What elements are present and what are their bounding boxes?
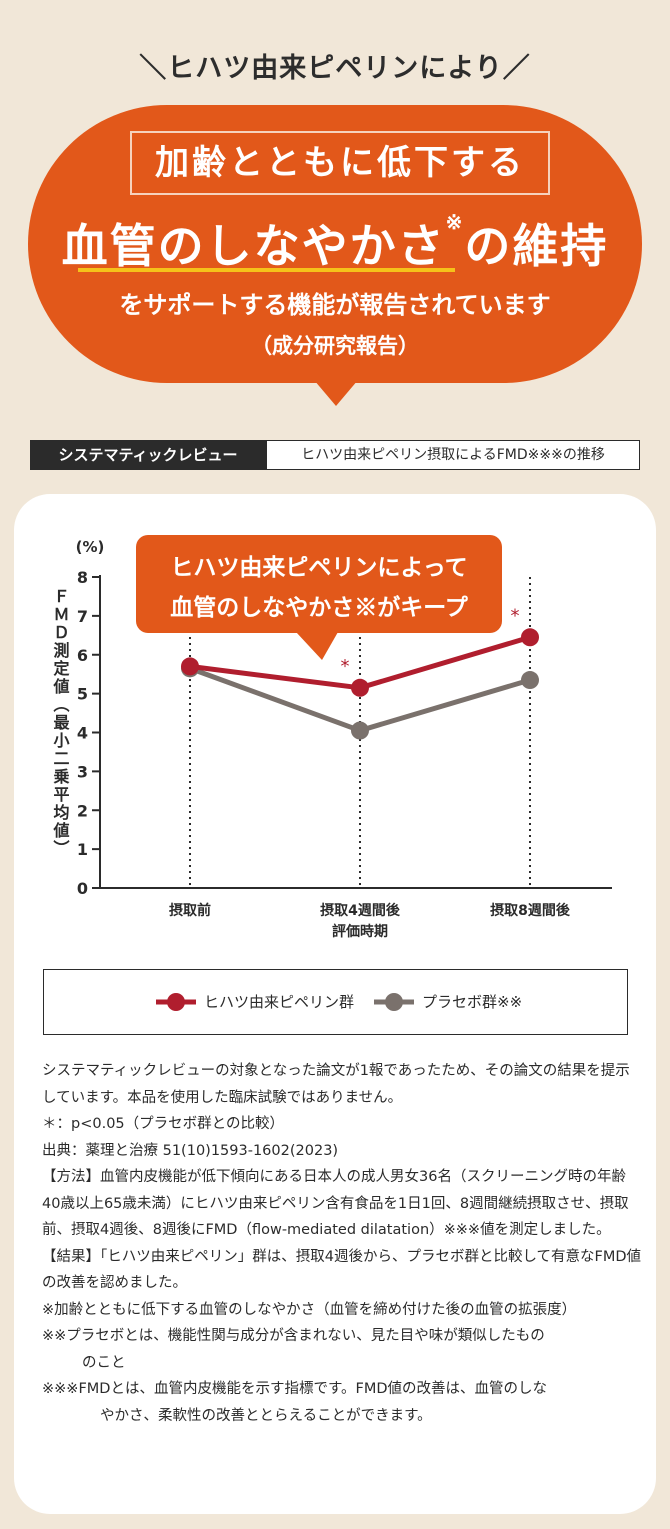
y-tick-label-7: 7	[77, 607, 88, 626]
x-tick-label-0: 摂取前	[169, 902, 211, 919]
x-tick-label-2: 摂取8週間後	[490, 902, 571, 919]
legend-marker-piperine	[156, 993, 196, 1011]
note-result: 【結果】「ヒハツ由来ピペリン」群は、摂取4週後から、プラセボ群と比較して有意なF…	[42, 1248, 642, 1292]
callout-tail	[296, 632, 338, 660]
callout-line-1: ヒハツ由来ピペリンによって	[170, 554, 467, 581]
x-tick-label-1: 摂取4週間後	[320, 902, 401, 919]
data-point-0-0	[181, 657, 199, 676]
y-tick-label-3: 3	[77, 762, 88, 781]
note-fmd-cont: やかさ、柔軟性の改善ととらえることができます。	[100, 1407, 432, 1424]
legend-label-placebo: プラセボ群※※	[422, 993, 523, 1011]
sub-headline: をサポートする機能が報告されています	[119, 291, 551, 319]
footnotes: システマティックレビューの対象となった論文が1報であったため、その論文の結果を提…	[42, 1058, 642, 1429]
big-headline: 血管のしなやかさ※の維持	[40, 210, 630, 276]
y-tick-label-4: 4	[77, 724, 88, 743]
note-method: 【方法】血管内皮機能が低下傾向にある日本人の成人男女36名（スクリーニング時の年…	[42, 1169, 629, 1238]
note-aging: ※加齢とともに低下する血管のしなやかさ（血管を締め付けた後の血管の拡張度）	[42, 1301, 577, 1318]
section-title: ヒハツ由来ピペリン摂取によるFMD※※※の推移	[266, 440, 640, 470]
note-placebo: ※※プラセボとは、機能性関与成分が含まれない、見た目や味が類似したもの	[42, 1328, 545, 1344]
section-label: システマティックレビュー	[30, 440, 266, 470]
fmd-line-chart: 0 1 2 3 4 5 6 7 8 (%) ＦＭＤ測定値（最小二乗平均値） 摂取前 摂取4週間後 摂取8週…	[51, 535, 612, 940]
note-fmd: ※※※FMDとは、血管内皮機能を示す指標です。FMD値の改善は、血管のしな	[42, 1381, 548, 1397]
significance-mark-1: *	[341, 656, 350, 677]
data-point-0-2	[521, 628, 539, 647]
y-tick-label-0: 0	[77, 879, 88, 898]
headline-top: ＼ヒハツ由来ピペリンにより／	[139, 53, 531, 84]
note-review: システマティックレビューの対象となった論文が1報であったため、その論文の結果を提…	[42, 1063, 630, 1106]
y-tick-label-5: 5	[77, 685, 88, 704]
legend	[43, 969, 628, 1035]
note-placebo-cont: のこと	[82, 1354, 126, 1371]
big-headline-end: の維持	[464, 219, 609, 273]
box-frame	[130, 131, 550, 195]
chart-card	[14, 494, 656, 1514]
callout-bubble	[136, 535, 502, 633]
x-axis-sublabel: 評価時期	[332, 923, 388, 940]
legend-marker-placebo	[374, 993, 414, 1011]
box-text: 加齢とともに低下する	[155, 143, 525, 183]
y-tick-label-1: 1	[77, 840, 88, 859]
y-tick-label-2: 2	[77, 801, 88, 820]
callout-line-2: 血管のしなやかさ※がキープ	[170, 594, 469, 621]
data-point-1-1	[351, 721, 369, 740]
data-point-1-2	[521, 671, 539, 690]
big-headline-main: 血管のしなやかさ	[61, 219, 446, 273]
data-point-0-1	[351, 678, 369, 697]
yellow-underline	[78, 268, 455, 272]
y-axis-label: ＦＭＤ測定値（最小二乗平均値）	[51, 588, 71, 858]
note-significance: ＊：p<0.05（プラセボ群との比較）	[42, 1116, 284, 1132]
legend-label-piperine: ヒハツ由来ピペリン群	[204, 993, 355, 1011]
big-headline-mark: ※	[445, 210, 465, 234]
bubble-tail	[314, 380, 358, 406]
y-tick-label-6: 6	[77, 646, 88, 665]
significance-mark-2: *	[511, 605, 520, 626]
note-source: 出典：薬理と治療 51(10)1593-1602(2023)	[42, 1142, 339, 1159]
y-unit-label: (%)	[76, 538, 105, 556]
sub-headline-note: （成分研究報告）	[251, 334, 419, 358]
y-tick-label-8: 8	[77, 568, 88, 587]
